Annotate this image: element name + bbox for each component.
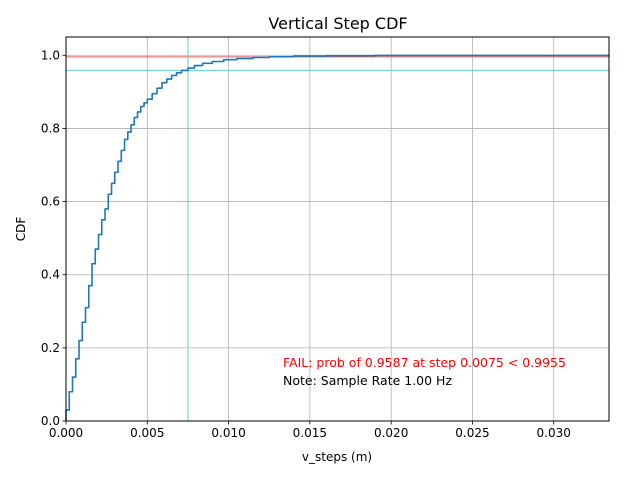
reference-lines xyxy=(66,37,609,421)
y-tick-label: 0.6 xyxy=(41,195,60,209)
y-tick-label: 0.8 xyxy=(41,121,60,135)
series-layer xyxy=(65,54,610,421)
x-axis-label: v_steps (m) xyxy=(302,450,372,464)
x-tick-label: 0.025 xyxy=(455,426,489,440)
cdf-series-line xyxy=(65,54,610,421)
x-tick-label: 0.000 xyxy=(49,426,83,440)
y-tick-label: 0.2 xyxy=(41,341,60,355)
y-tick-label: 0.4 xyxy=(41,268,60,282)
sample-rate-note: Note: Sample Rate 1.00 Hz xyxy=(283,373,452,388)
chart-title: Vertical Step CDF xyxy=(268,14,407,33)
x-tick-label: 0.015 xyxy=(293,426,327,440)
x-tick-label: 0.020 xyxy=(374,426,408,440)
y-tick-label: 0.0 xyxy=(41,414,60,428)
ticks-layer: 0.000 0.005 0.010 0.015 0.020 0.025 0.030 0.0 0.… xyxy=(41,48,571,440)
y-tick-label: 1.0 xyxy=(41,48,60,62)
fail-annotation: FAIL: prob of 0.9587 at step 0.0075 < 0.… xyxy=(283,355,566,370)
plot-frame xyxy=(65,36,610,422)
x-tick-label: 0.030 xyxy=(537,426,571,440)
x-tick-label: 0.010 xyxy=(211,426,245,440)
x-tick-label: 0.005 xyxy=(130,426,164,440)
y-axis-label: CDF xyxy=(14,217,28,242)
